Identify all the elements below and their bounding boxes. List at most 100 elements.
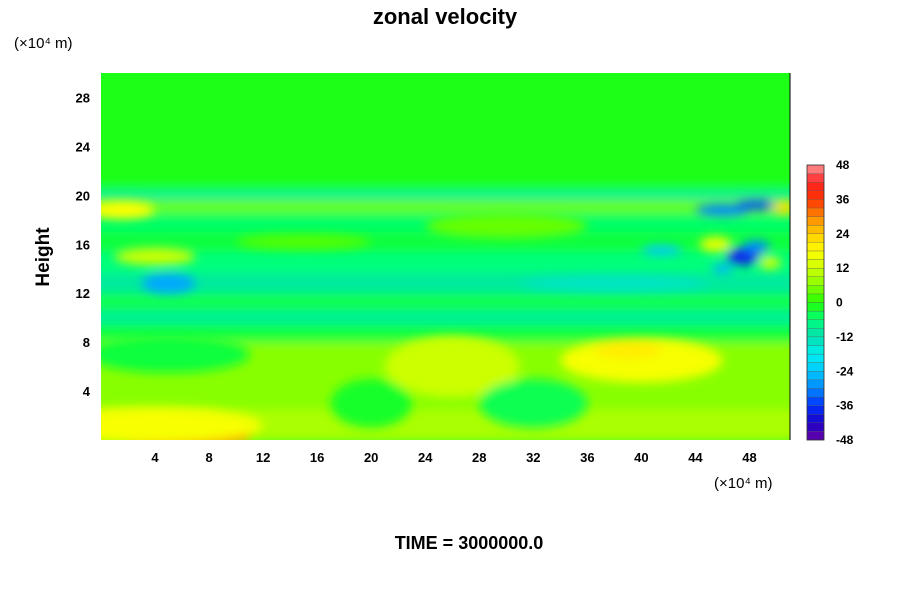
colorbar-tick-label: 24	[836, 227, 850, 241]
colorbar-cell	[806, 259, 825, 269]
velocity-feature-4	[384, 336, 520, 398]
colorbar-cell	[806, 310, 825, 320]
velocity-feature-3	[594, 339, 662, 360]
colorbar-tick-label: 12	[836, 261, 850, 275]
velocity-features	[101, 200, 790, 440]
colorbar-cell	[806, 422, 825, 432]
colorbar-tick-label: 0	[836, 296, 843, 310]
colorbar-cell	[806, 250, 825, 260]
y-tick-label: 28	[76, 90, 90, 105]
colorbar-cell	[806, 328, 825, 338]
velocity-band-3	[101, 310, 790, 326]
y-axis-unit: (×10⁴ m)	[14, 35, 73, 52]
y-axis-label: Height	[33, 227, 54, 287]
velocity-feature-10	[114, 247, 196, 266]
colorbar-cell	[806, 414, 825, 423]
colorbar-cell	[806, 199, 825, 209]
colorbar-cell	[806, 396, 825, 406]
colorbar: 48 36 24 12 0 -12 -24 -36 -48	[806, 158, 854, 447]
colorbar-cell	[806, 182, 825, 191]
velocity-band-10	[101, 190, 790, 201]
velocity-feature-13	[695, 203, 750, 217]
colorbar-cell	[806, 190, 825, 200]
velocity-feature-12	[742, 240, 770, 253]
velocity-feature-9	[141, 273, 196, 294]
colorbar-cell	[806, 431, 825, 441]
colorbar-cell	[806, 336, 825, 346]
x-axis-unit: (×10⁴ m)	[714, 475, 773, 492]
velocity-feature-17	[711, 263, 734, 274]
velocity-feature-6	[479, 378, 588, 428]
y-axis-ticks: 4 8 12 16 20 24 28	[76, 90, 91, 399]
colorbar-tick-label: -12	[836, 330, 854, 344]
colorbar-cell	[806, 371, 825, 380]
velocity-feature-8	[101, 201, 156, 219]
velocity-bands	[101, 73, 790, 440]
colorbar-cell	[806, 207, 825, 217]
velocity-feature-14	[735, 200, 777, 211]
x-tick-label: 40	[634, 450, 648, 465]
velocity-field	[101, 73, 790, 440]
velocity-feature-7	[101, 336, 250, 373]
colorbar-cell	[806, 173, 825, 183]
colorbar-cell	[806, 353, 825, 363]
velocity-band-4	[101, 293, 790, 311]
velocity-feature-1	[101, 406, 264, 440]
colorbar-ticks: 48 36 24 12 0 -12 -24 -36 -48	[836, 158, 854, 447]
colorbar-cell	[806, 225, 825, 234]
colorbar-cell	[806, 362, 825, 372]
colorbar-cell	[806, 276, 825, 286]
colorbar-cell	[806, 405, 825, 415]
colorbar-tick-label: -36	[836, 399, 854, 413]
colorbar-cells	[806, 164, 825, 441]
colorbar-cell	[806, 319, 825, 329]
colorbar-cell	[806, 285, 825, 295]
x-axis-ticks: 4 8 12 16 20 24 28 32 36 40 44 48	[151, 450, 756, 465]
velocity-feature-19	[758, 256, 781, 269]
y-tick-label: 4	[83, 384, 91, 399]
plot-area	[101, 73, 791, 440]
y-tick-label: 24	[76, 139, 91, 154]
colorbar-cell	[806, 267, 825, 277]
y-tick-label: 20	[76, 188, 90, 203]
colorbar-cell	[806, 216, 825, 226]
x-tick-label: 4	[151, 450, 159, 465]
y-tick-label: 12	[76, 286, 90, 301]
velocity-band-12	[101, 73, 790, 184]
velocity-band-2	[101, 325, 790, 343]
velocity-feature-16	[699, 236, 732, 252]
x-tick-label: 36	[580, 450, 594, 465]
x-tick-label: 24	[418, 450, 433, 465]
velocity-feature-20	[425, 213, 588, 239]
velocity-band-6	[101, 251, 790, 274]
velocity-feature-5	[330, 378, 412, 428]
x-tick-label: 12	[256, 450, 270, 465]
x-tick-label: 16	[310, 450, 324, 465]
velocity-band-9	[101, 200, 790, 213]
colorbar-cell	[806, 345, 825, 355]
colorbar-cell	[806, 379, 825, 389]
x-tick-label: 32	[526, 450, 540, 465]
colorbar-tick-label: 36	[836, 192, 850, 206]
colorbar-cell	[806, 233, 825, 243]
colorbar-tick-label: -48	[836, 433, 854, 447]
velocity-feature-18	[772, 201, 790, 214]
velocity-feature-21	[519, 276, 709, 291]
colorbar-tick-label: 48	[836, 158, 850, 172]
colorbar-frame	[806, 164, 825, 441]
colorbar-tick-label: -24	[836, 364, 854, 378]
colorbar-cell	[806, 302, 825, 312]
colorbar-cell	[806, 242, 825, 252]
time-label: TIME = 3000000.0	[395, 533, 544, 553]
x-tick-label: 20	[364, 450, 378, 465]
colorbar-cell	[806, 388, 825, 398]
x-tick-label: 44	[688, 450, 703, 465]
x-tick-label: 8	[205, 450, 212, 465]
y-tick-label: 8	[83, 335, 90, 350]
x-tick-label: 28	[472, 450, 486, 465]
colorbar-cell	[806, 164, 825, 174]
chart-title: zonal velocity	[373, 4, 518, 29]
colorbar-cell	[806, 293, 825, 303]
velocity-feature-22	[236, 234, 372, 250]
